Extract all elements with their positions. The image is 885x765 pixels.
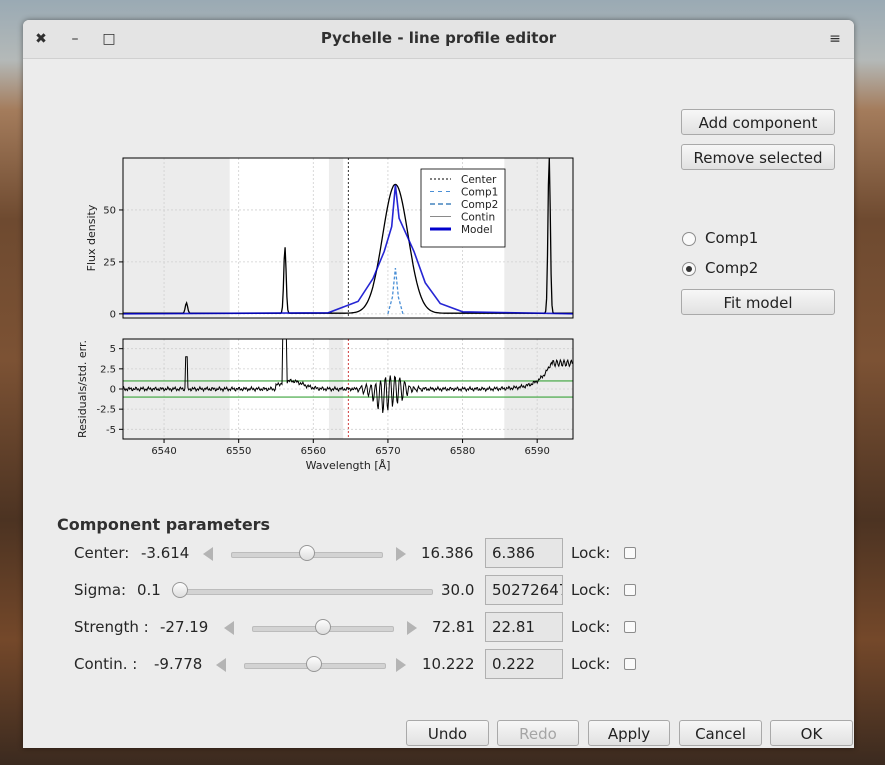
bottom-y-tick-label: -5 bbox=[106, 425, 116, 436]
window-title: Pychelle - line profile editor bbox=[23, 29, 854, 47]
x-tick-label: 6590 bbox=[524, 446, 549, 457]
ok-button[interactable]: OK bbox=[770, 720, 853, 746]
legend-entry-center: Center bbox=[461, 174, 497, 186]
top-y-axis-label: Flux density bbox=[85, 204, 98, 271]
top-y-tick-label: 50 bbox=[103, 205, 116, 216]
center-max: 16.386 bbox=[421, 544, 474, 562]
plot-area: 0 25 50 -5 -2.5 0 2.5 5 6540 6550 6560 6570 6580 6590… bbox=[73, 153, 583, 483]
bottom-excluded-band bbox=[504, 339, 573, 439]
contin-max: 10.222 bbox=[422, 655, 475, 673]
center-slider-handle[interactable] bbox=[299, 545, 315, 561]
arrow-left-icon[interactable] bbox=[203, 547, 213, 561]
add-component-button[interactable]: Add component bbox=[681, 109, 835, 135]
sigma-slider[interactable] bbox=[175, 589, 433, 595]
bottom-y-axis-label: Residuals/std. err. bbox=[76, 340, 89, 438]
contin-lock-checkbox[interactable] bbox=[624, 658, 636, 670]
contin-value-field[interactable]: 0.222 bbox=[485, 649, 563, 679]
x-tick-label: 6570 bbox=[375, 446, 400, 457]
spectrum-plots: 0 25 50 -5 -2.5 0 2.5 5 6540 6550 6560 6570 6580 6590… bbox=[73, 153, 583, 483]
sigma-value-field[interactable]: 50272647 bbox=[485, 575, 563, 605]
sigma-slider-handle[interactable] bbox=[172, 582, 188, 598]
x-tick-label: 6560 bbox=[301, 446, 326, 457]
arrow-left-icon[interactable] bbox=[224, 621, 234, 635]
contin-min: -9.778 bbox=[154, 655, 202, 673]
comp1-radio[interactable]: Comp1 bbox=[682, 228, 832, 250]
line-profile-editor-window: ✖ – □ Pychelle - line profile editor ≡ 0… bbox=[23, 20, 854, 748]
strength-min: -27.19 bbox=[160, 618, 208, 636]
arrow-right-icon[interactable] bbox=[396, 547, 406, 561]
top-y-tick-label: 0 bbox=[110, 309, 116, 320]
top-excluded-band bbox=[329, 158, 343, 318]
menu-icon[interactable]: ≡ bbox=[825, 29, 845, 49]
redo-button[interactable]: Redo bbox=[497, 720, 579, 746]
contin-label: Contin. : bbox=[74, 655, 137, 673]
strength-slider-handle[interactable] bbox=[315, 619, 331, 635]
comp2-radio-indicator[interactable] bbox=[682, 262, 696, 276]
center-lock-checkbox[interactable] bbox=[624, 547, 636, 559]
fit-model-button[interactable]: Fit model bbox=[681, 289, 835, 315]
strength-lock-label: Lock: bbox=[571, 618, 610, 636]
strength-lock-checkbox[interactable] bbox=[624, 621, 636, 633]
cancel-button[interactable]: Cancel bbox=[679, 720, 762, 746]
undo-button[interactable]: Undo bbox=[406, 720, 489, 746]
bottom-y-tick-label: 2.5 bbox=[100, 364, 116, 375]
sigma-param-row: Sigma: 0.1 30.0 50272647 Lock: bbox=[23, 575, 854, 607]
x-tick-label: 6550 bbox=[226, 446, 251, 457]
bottom-y-tick-label: 0 bbox=[110, 385, 116, 396]
top-excluded-band bbox=[504, 158, 573, 318]
top-excluded-band bbox=[123, 158, 230, 318]
legend-entry-comp2: Comp2 bbox=[461, 199, 498, 211]
remove-selected-button[interactable]: Remove selected bbox=[681, 144, 835, 170]
contin-lock-label: Lock: bbox=[571, 655, 610, 673]
sigma-label: Sigma: bbox=[74, 581, 126, 599]
bottom-y-tick-label: -2.5 bbox=[96, 405, 116, 416]
strength-label: Strength : bbox=[74, 618, 149, 636]
center-value-field[interactable]: 6.386 bbox=[485, 538, 563, 568]
radio-selected-dot bbox=[686, 266, 692, 272]
contin-slider-handle[interactable] bbox=[306, 656, 322, 672]
comp1-radio-indicator[interactable] bbox=[682, 232, 696, 246]
top-y-tick-label: 25 bbox=[103, 257, 116, 268]
sigma-lock-checkbox[interactable] bbox=[624, 584, 636, 596]
x-tick-label: 6540 bbox=[151, 446, 176, 457]
strength-value-field[interactable]: 22.81 bbox=[485, 612, 563, 642]
component-parameters-heading: Component parameters bbox=[57, 515, 270, 534]
center-param-row: Center: -3.614 16.386 6.386 Lock: bbox=[23, 538, 854, 570]
sigma-lock-label: Lock: bbox=[571, 581, 610, 599]
contin-param-row: Contin. : -9.778 10.222 0.222 Lock: bbox=[23, 649, 854, 681]
center-min: -3.614 bbox=[141, 544, 189, 562]
legend-entry-model: Model bbox=[461, 224, 493, 236]
x-tick-label: 6580 bbox=[450, 446, 475, 457]
strength-param-row: Strength : -27.19 72.81 22.81 Lock: bbox=[23, 612, 854, 644]
arrow-left-icon[interactable] bbox=[216, 658, 226, 672]
arrow-right-icon[interactable] bbox=[396, 658, 406, 672]
comp2-radio-label: Comp2 bbox=[705, 259, 758, 277]
apply-button[interactable]: Apply bbox=[588, 720, 670, 746]
bottom-y-tick-label: 5 bbox=[110, 344, 116, 355]
center-lock-label: Lock: bbox=[571, 544, 610, 562]
strength-max: 72.81 bbox=[432, 618, 475, 636]
arrow-right-icon[interactable] bbox=[407, 621, 417, 635]
comp1-radio-label: Comp1 bbox=[705, 229, 758, 247]
sigma-min: 0.1 bbox=[137, 581, 161, 599]
comp2-radio[interactable]: Comp2 bbox=[682, 258, 832, 280]
sigma-max: 30.0 bbox=[441, 581, 474, 599]
legend-entry-comp1: Comp1 bbox=[461, 187, 498, 199]
title-bar: ✖ – □ Pychelle - line profile editor ≡ bbox=[23, 20, 854, 59]
center-label: Center: bbox=[74, 544, 129, 562]
x-axis-label: Wavelength [Å] bbox=[306, 459, 391, 472]
legend-entry-contin: Contin bbox=[461, 212, 495, 224]
